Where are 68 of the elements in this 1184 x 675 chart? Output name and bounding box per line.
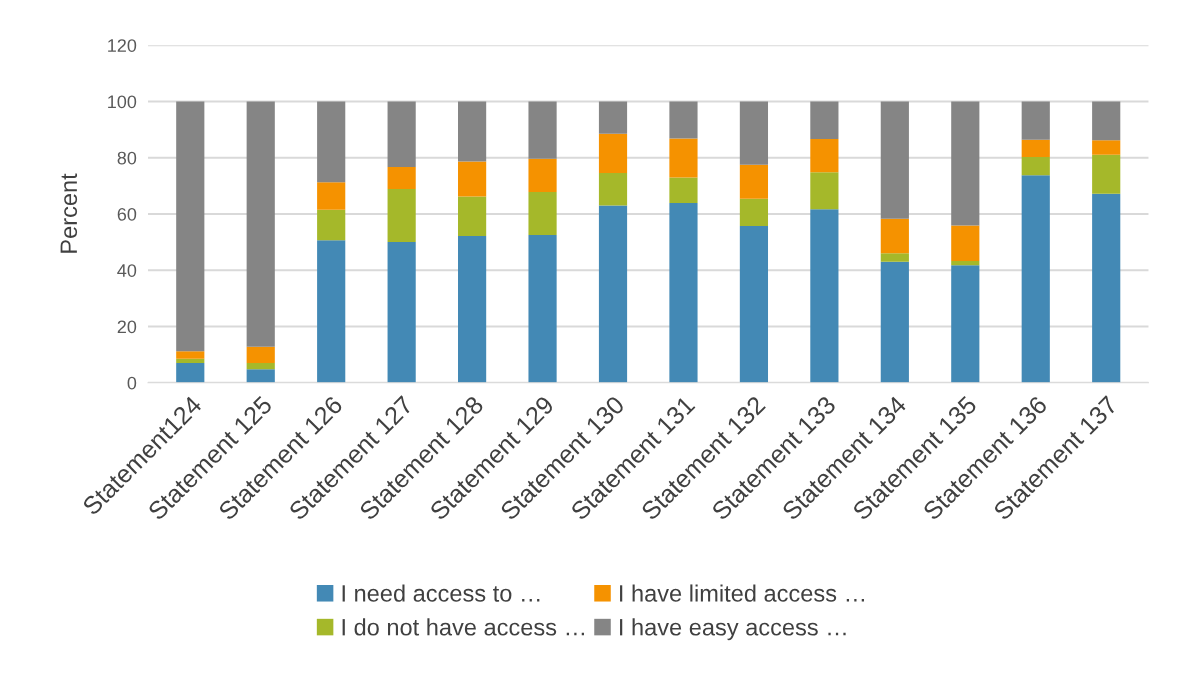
legend-label: I have easy access …	[620, 618, 846, 641]
bar	[739, 164, 769, 199]
bar	[810, 101, 839, 139]
bar	[1021, 156, 1050, 176]
bar	[951, 101, 980, 226]
bar	[317, 182, 346, 210]
bar	[810, 209, 839, 383]
bar	[1092, 101, 1121, 141]
y-tick-label: 100	[108, 95, 137, 109]
bar	[528, 235, 557, 383]
y-tick-label: 20	[117, 320, 137, 334]
bar	[387, 167, 416, 189]
bar	[387, 188, 416, 243]
bar	[1092, 154, 1121, 194]
bar	[1021, 101, 1050, 140]
y-tick-label: 60	[117, 207, 137, 221]
y-tick-label: 120	[108, 39, 137, 52]
y-tick-label: 40	[117, 264, 137, 277]
y-tick-label: 80	[117, 151, 137, 165]
bar	[176, 358, 205, 364]
bar	[669, 101, 698, 139]
bar	[458, 161, 487, 197]
bar	[880, 101, 909, 219]
bar	[246, 369, 275, 383]
bar	[951, 260, 980, 266]
legend-label: I have limited access …	[620, 584, 864, 602]
bar	[387, 101, 416, 168]
bar	[810, 172, 839, 210]
bar	[1092, 193, 1121, 383]
bar	[317, 240, 346, 383]
bar	[528, 158, 557, 193]
bar	[739, 226, 769, 383]
bar	[669, 203, 698, 383]
bar	[1092, 140, 1121, 155]
bar	[880, 218, 909, 254]
bar	[458, 196, 487, 236]
bar	[880, 253, 909, 262]
bar	[528, 101, 557, 159]
bar	[176, 101, 205, 352]
bar	[176, 351, 205, 359]
bar	[598, 205, 628, 383]
bar	[739, 198, 769, 227]
y-axis-title: Percent	[60, 173, 78, 253]
bar	[1021, 139, 1050, 157]
bar	[317, 209, 346, 241]
bar	[810, 138, 839, 173]
bar	[528, 192, 557, 236]
bar	[246, 101, 275, 347]
bar	[387, 242, 416, 383]
bar	[739, 101, 769, 165]
bar	[246, 346, 275, 364]
bar	[1021, 175, 1050, 383]
bar	[951, 225, 980, 261]
bar	[317, 101, 346, 183]
bar	[246, 363, 275, 370]
bar	[669, 138, 698, 178]
bar	[598, 101, 628, 134]
bar	[598, 133, 628, 173]
bar	[880, 261, 909, 383]
legend-label: I need access to …	[342, 584, 540, 602]
bar	[598, 172, 628, 206]
bar	[176, 363, 205, 383]
bar	[458, 101, 487, 162]
bar	[951, 265, 980, 383]
bar	[669, 177, 698, 204]
y-tick-label: 0	[127, 376, 137, 390]
bar	[458, 235, 487, 383]
legend-label: I do not have access …	[342, 618, 584, 636]
